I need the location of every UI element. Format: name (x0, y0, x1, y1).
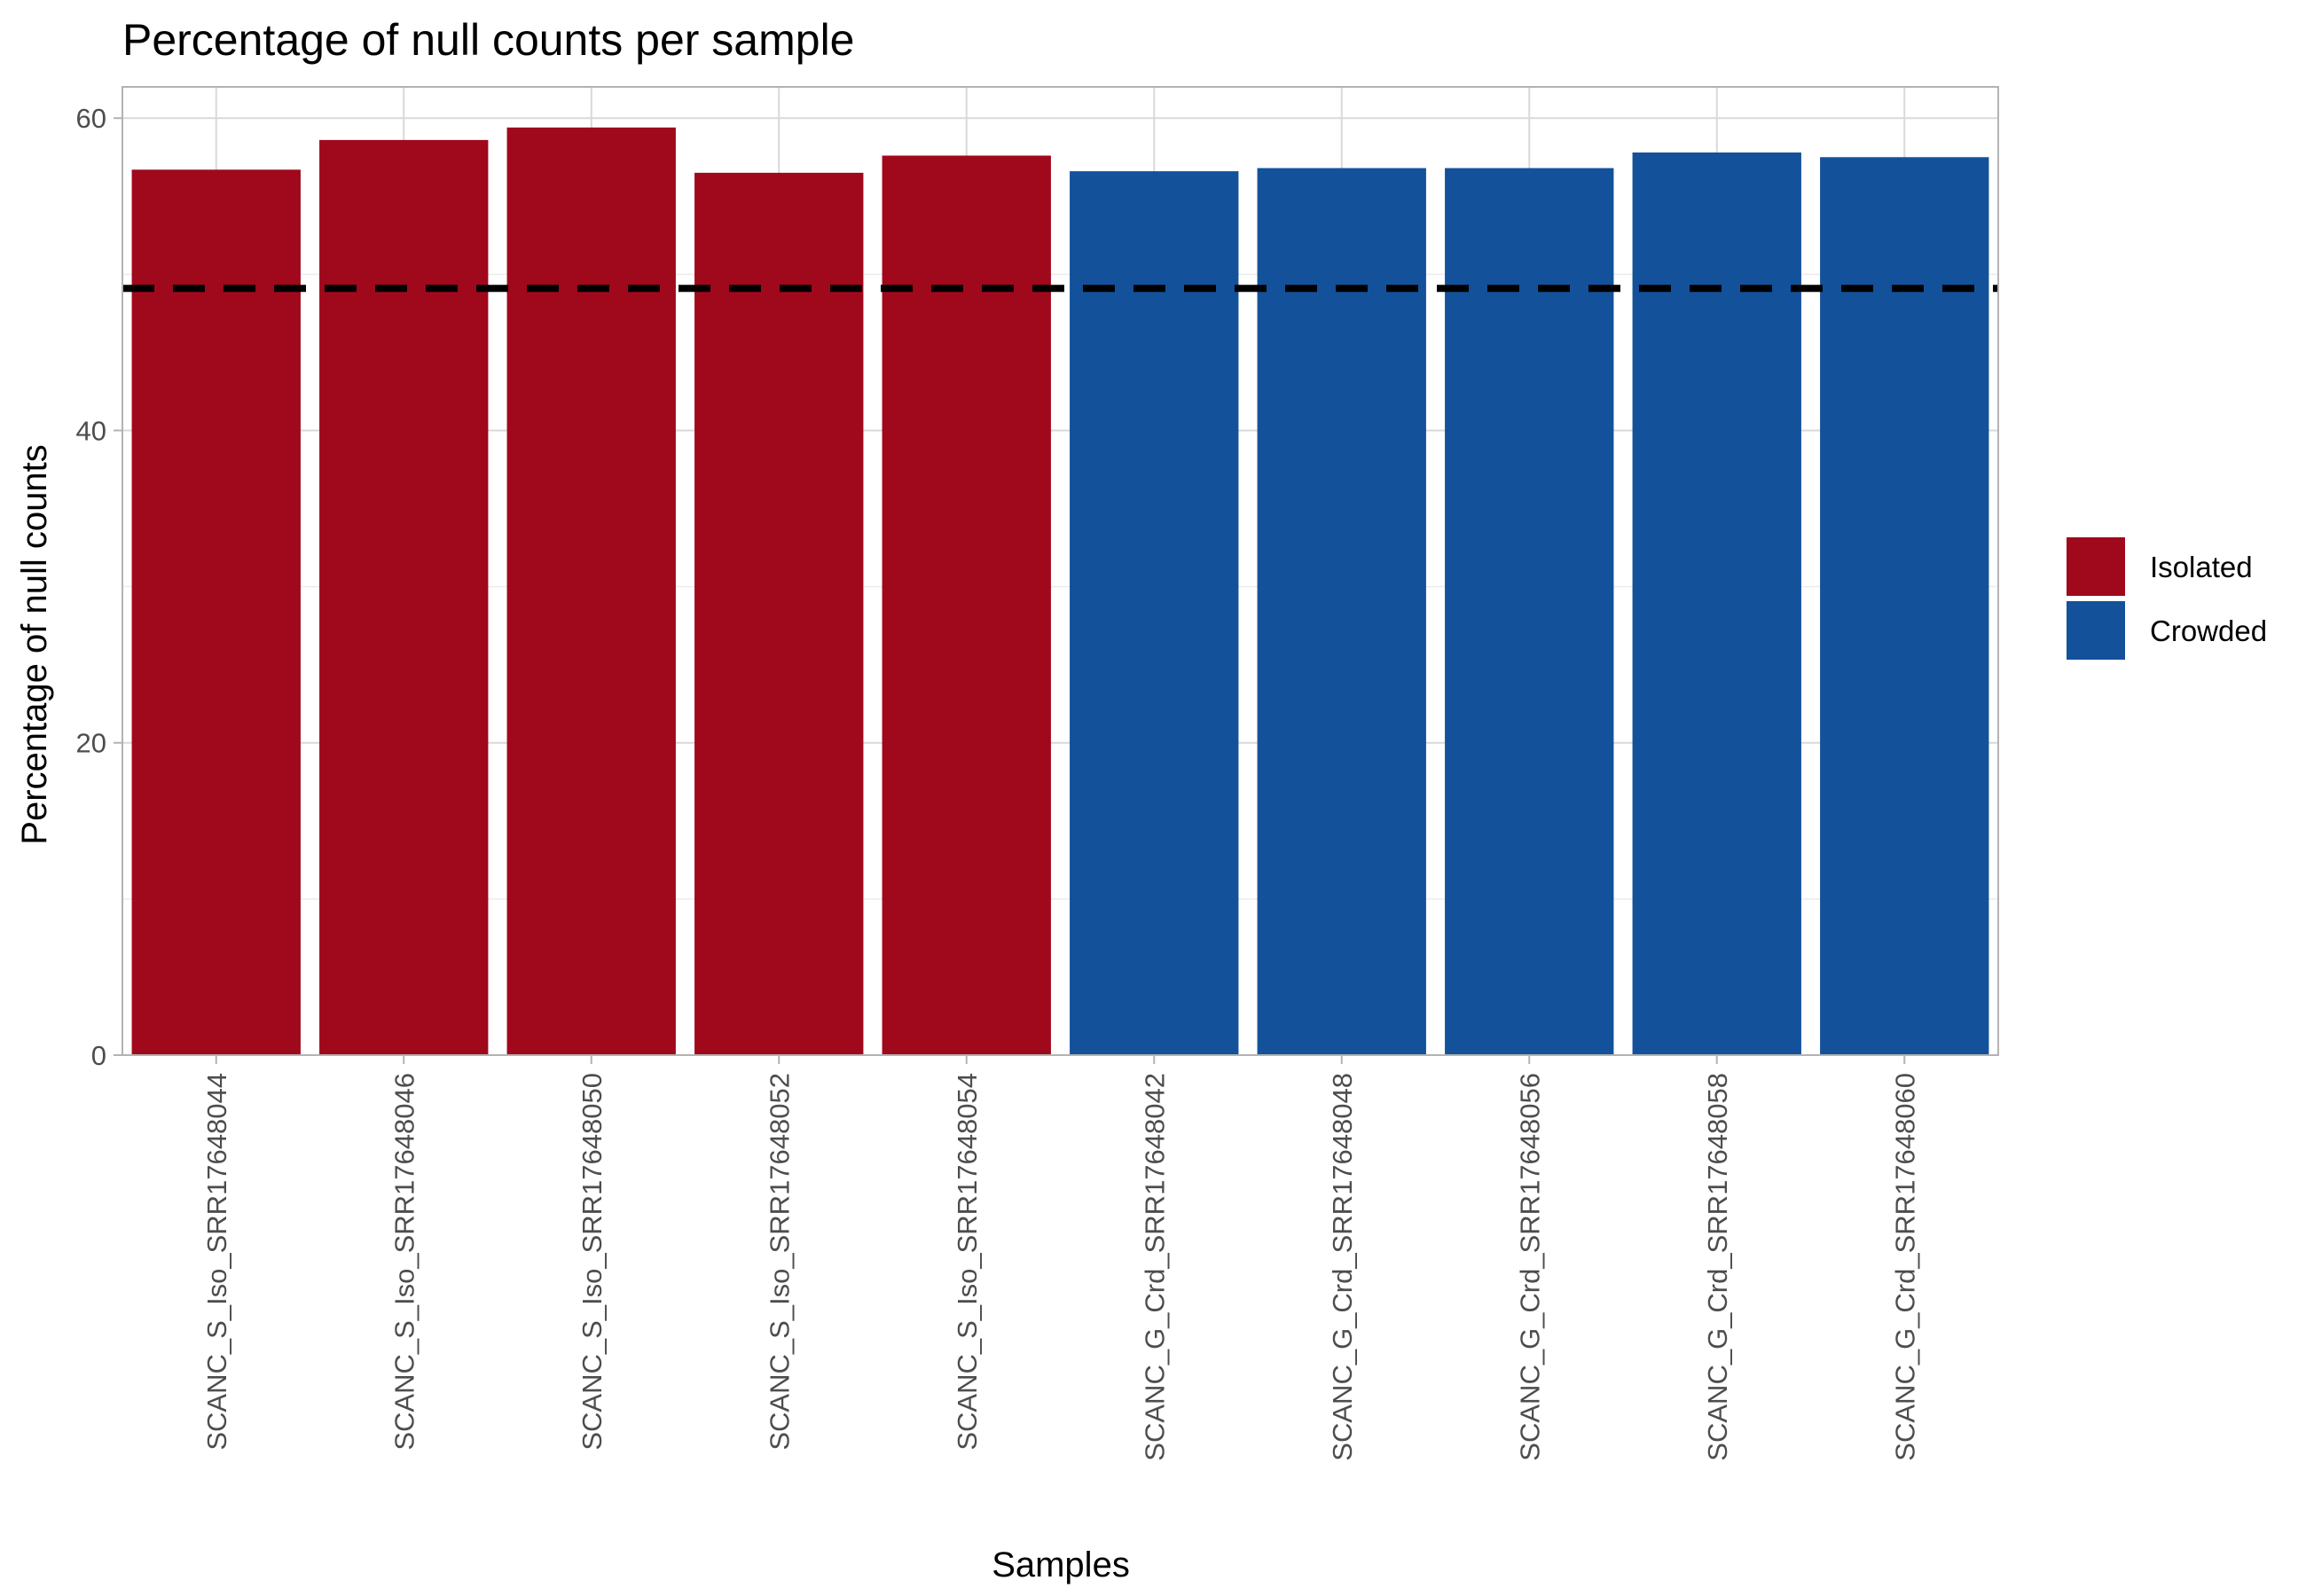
x-tick-label: SCANC_G_Crd_SRR17648042 (1139, 1073, 1170, 1461)
bar (1820, 157, 1989, 1056)
x-tick-label: SCANC_S_Iso_SRR17648046 (388, 1073, 420, 1451)
y-tick-label: 40 (76, 415, 106, 446)
y-tick-label: 20 (76, 728, 106, 759)
plot-area: 0 20 40 60 SCANC_S_Iso_SRR17648044 SCANC_S_Is… (76, 86, 1999, 1461)
bar (1257, 168, 1426, 1055)
bar (882, 155, 1051, 1056)
y-axis-title: Percentage of null counts (15, 444, 54, 844)
plot-panel-border (122, 86, 1999, 1056)
x-tick-label: SCANC_S_Iso_SRR17648050 (576, 1073, 608, 1451)
bar (131, 169, 301, 1055)
legend-key-swatch (2067, 537, 2125, 596)
legend-label: Isolated (2150, 551, 2253, 583)
legend-label: Crowded (2150, 614, 2267, 647)
legend: Isolated Crowded (2067, 537, 2267, 660)
bar (1445, 168, 1614, 1055)
bar (1632, 152, 1801, 1056)
y-tick-label: 0 (91, 1040, 106, 1071)
x-tick-label: SCANC_G_Crd_SRR17648060 (1889, 1073, 1920, 1461)
x-tick-label: SCANC_G_Crd_SRR17648048 (1327, 1073, 1358, 1461)
bar (319, 139, 489, 1055)
chart-title: Percentage of null counts per sample (122, 15, 855, 65)
x-tick-label: SCANC_S_Iso_SRR17648044 (201, 1073, 232, 1451)
x-tick-label: SCANC_S_Iso_SRR17648052 (764, 1073, 795, 1451)
y-tick-label: 60 (76, 103, 106, 134)
bar (506, 127, 676, 1055)
x-axis-title: Samples (992, 1545, 1130, 1584)
legend-key-swatch (2067, 601, 2125, 660)
bar (694, 172, 864, 1055)
x-tick-label: SCANC_G_Crd_SRR17648056 (1514, 1073, 1545, 1461)
x-tick-label: SCANC_G_Crd_SRR17648058 (1702, 1073, 1733, 1461)
bar (1070, 171, 1239, 1055)
x-tick-label: SCANC_S_Iso_SRR17648054 (952, 1073, 983, 1451)
